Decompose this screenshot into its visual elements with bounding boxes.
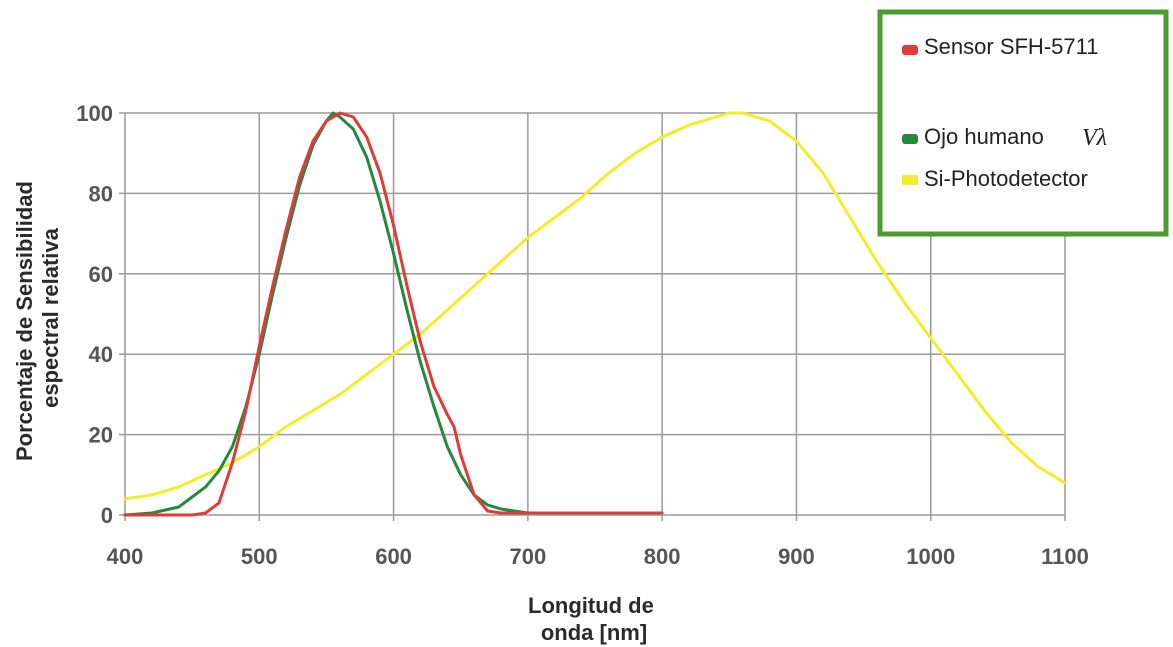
legend: Sensor SFH-5711 Ojo humano Vλ Si-Photode… bbox=[877, 9, 1169, 237]
legend-label-sensor: Sensor SFH-5711 bbox=[924, 34, 1098, 59]
series-line-human-eye bbox=[123, 111, 557, 517]
series-lines bbox=[123, 111, 1067, 517]
y-axis-title-line-2: espectral relativa bbox=[38, 227, 63, 408]
legend-symbol-human-eye: Vλ bbox=[1082, 125, 1107, 151]
x-axis-title: Longitud de onda [nm] bbox=[528, 593, 660, 645]
y-tick-label: 60 bbox=[89, 262, 113, 287]
legend-swatch-human-eye bbox=[902, 134, 918, 144]
legend-box bbox=[877, 9, 1169, 237]
y-tick-label: 20 bbox=[89, 423, 113, 448]
x-axis-title-line-2: onda [nm] bbox=[541, 620, 647, 645]
legend-swatch-sensor bbox=[902, 45, 918, 55]
x-tick-label: 700 bbox=[509, 544, 546, 569]
x-axis-ticks: 400 500 600 700 800 900 1000 1100 bbox=[107, 544, 1089, 569]
x-tick-label: 500 bbox=[241, 544, 278, 569]
x-tick-label: 400 bbox=[107, 544, 144, 569]
y-axis-title: Porcentaje de Sensibilidad espectral rel… bbox=[12, 175, 63, 461]
legend-swatch-si-photodetector bbox=[902, 175, 918, 185]
x-axis-title-line-1: Longitud de bbox=[528, 593, 654, 618]
y-tick-label: 80 bbox=[89, 181, 113, 206]
y-tick-label: 0 bbox=[101, 503, 113, 528]
series-line-sensor-sfh-5711 bbox=[123, 111, 664, 517]
y-axis-ticks: 0 20 40 60 80 100 bbox=[76, 101, 113, 528]
x-tick-label: 1100 bbox=[1041, 544, 1089, 569]
legend-label-human-eye: Ojo humano bbox=[924, 124, 1044, 149]
x-tick-label: 600 bbox=[375, 544, 412, 569]
legend-label-si-photodetector: Si-Photodetector bbox=[924, 166, 1088, 191]
x-tick-label: 900 bbox=[778, 544, 815, 569]
y-tick-label: 100 bbox=[76, 101, 113, 126]
x-tick-label: 1000 bbox=[906, 544, 955, 569]
series-line-si-photodetector bbox=[123, 111, 1067, 501]
x-tick-label: 800 bbox=[644, 544, 681, 569]
y-tick-label: 40 bbox=[89, 342, 113, 367]
y-axis-title-line-1: Porcentaje de Sensibilidad bbox=[12, 181, 37, 461]
